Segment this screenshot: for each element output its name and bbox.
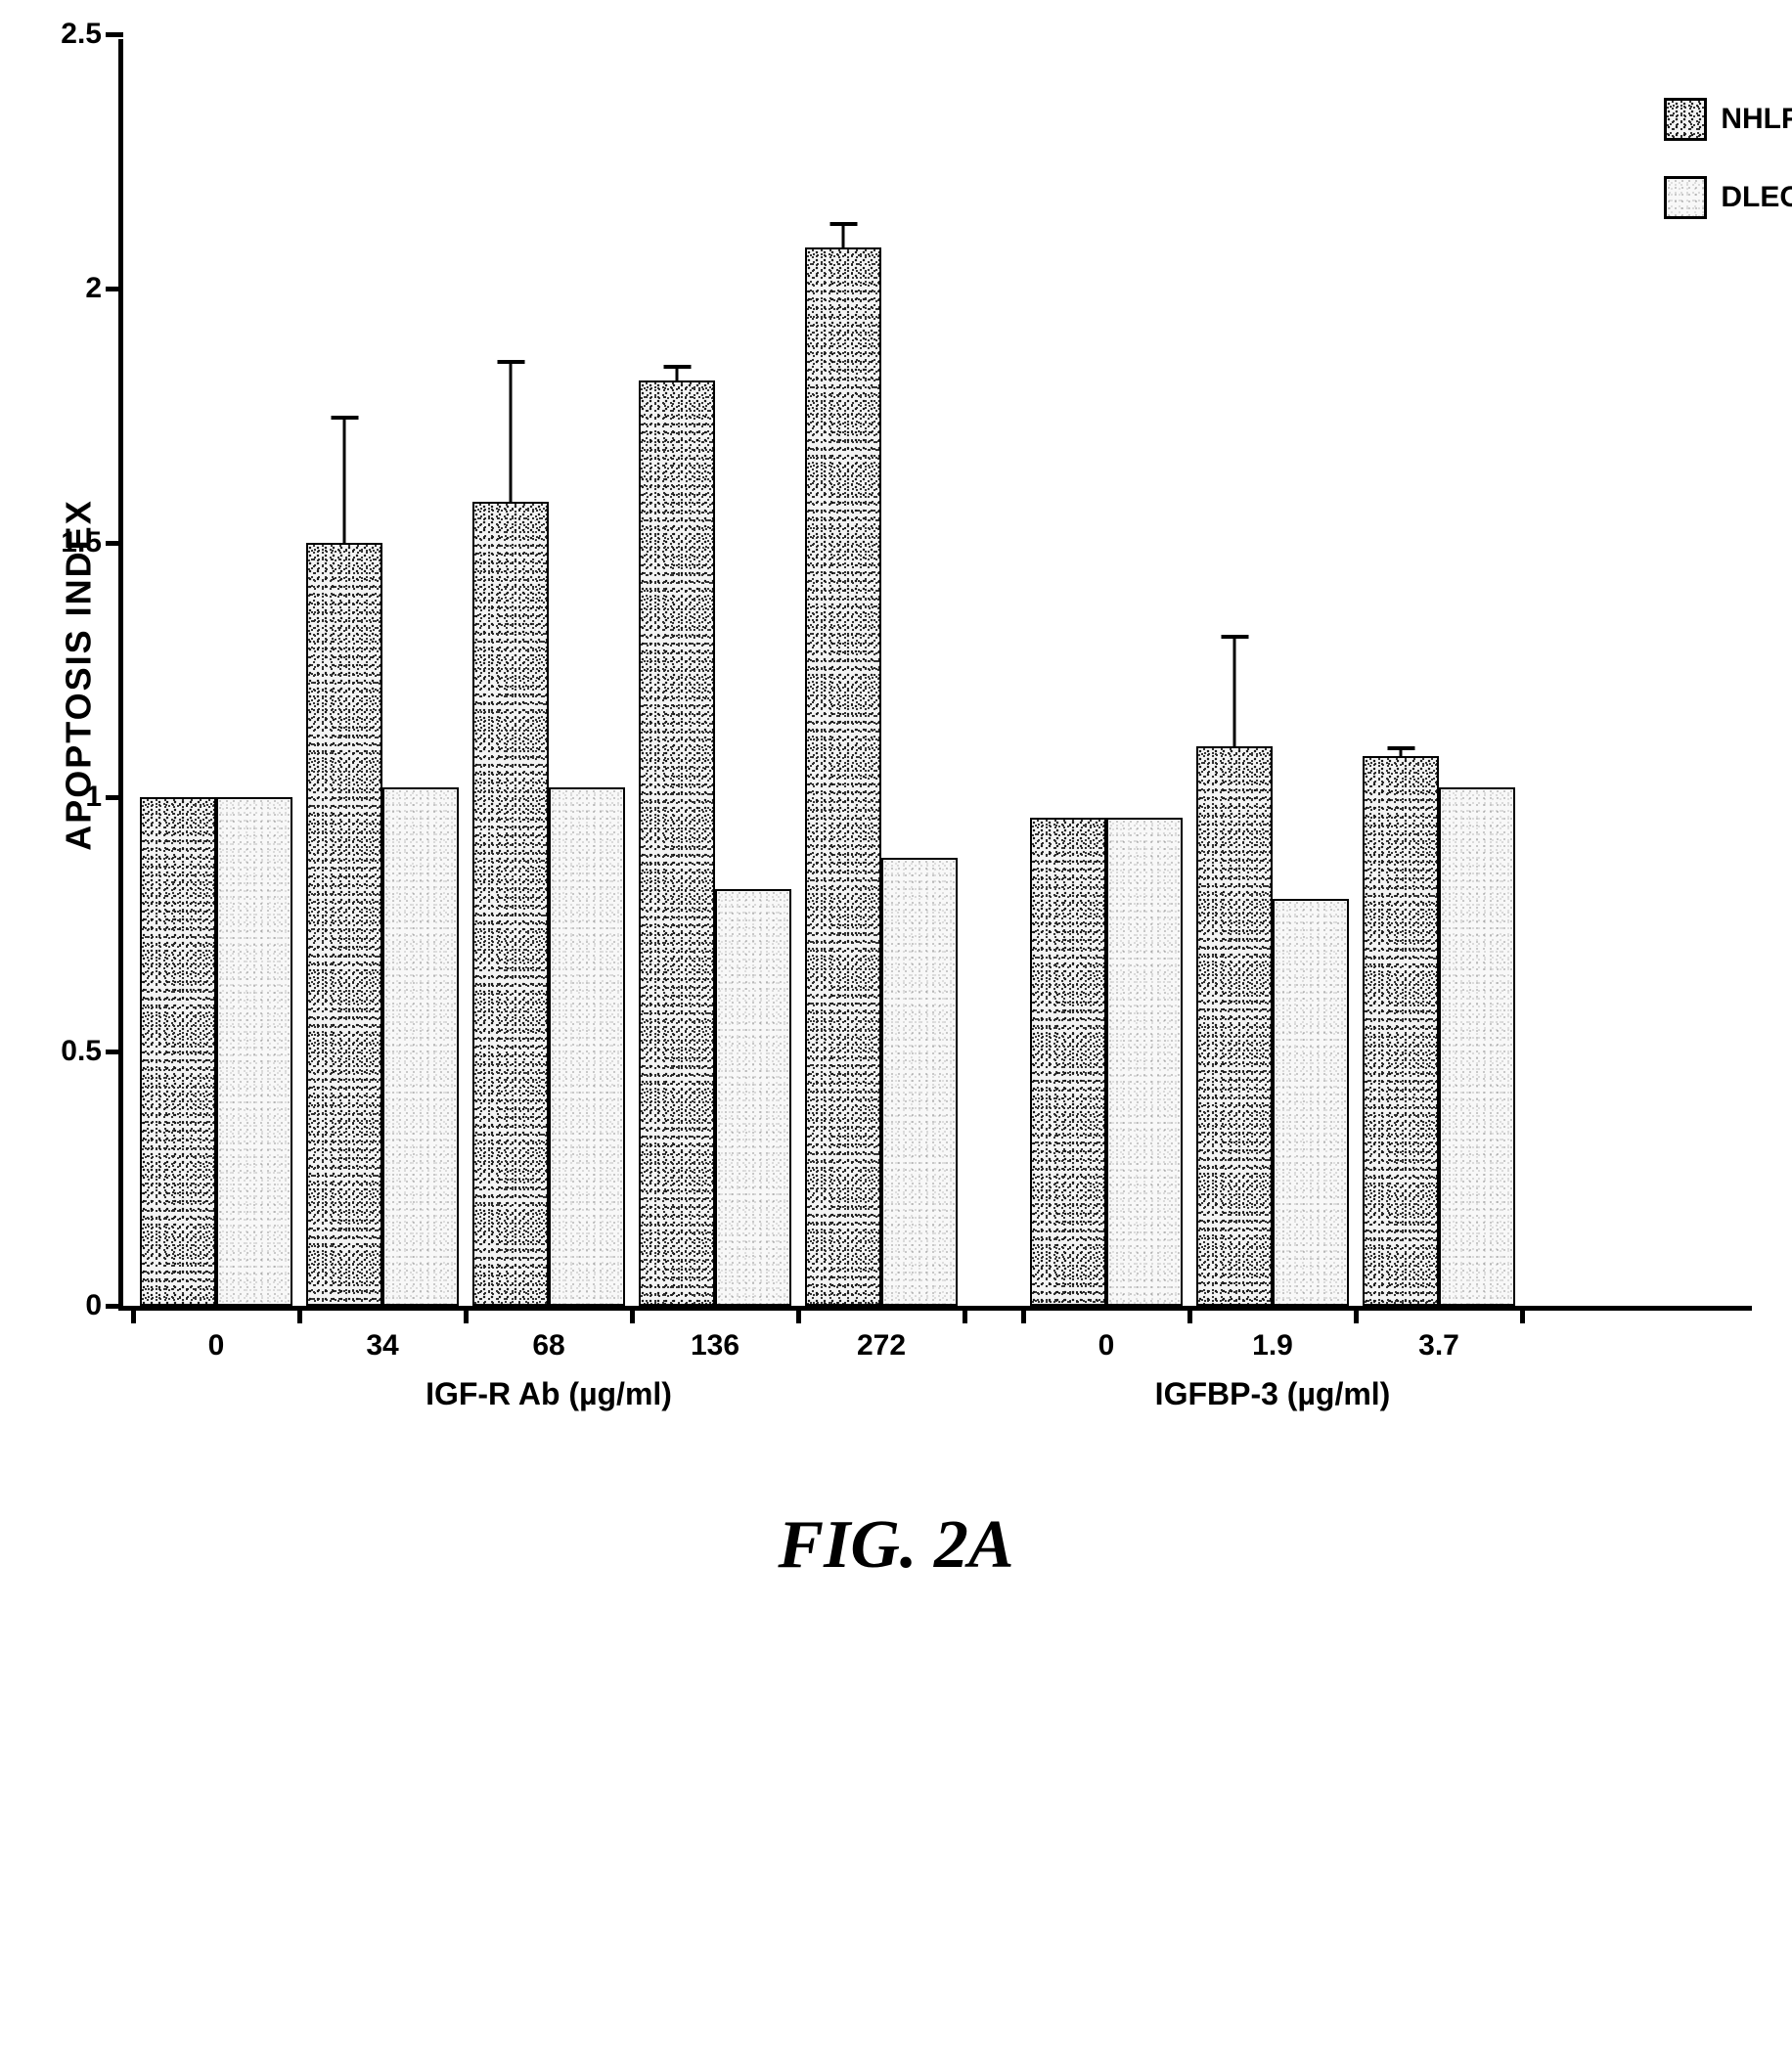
bar-nhlf <box>805 247 881 1306</box>
error-bar <box>842 224 845 249</box>
bar-dlec <box>1273 899 1349 1306</box>
y-tick-label: 1.5 <box>61 526 123 559</box>
x-tick-mark <box>297 1306 302 1323</box>
x-tick-label: 3.7 <box>1418 1329 1459 1363</box>
x-tick-mark <box>464 1306 469 1323</box>
bar-dlec <box>1106 818 1183 1306</box>
chart-area: APOPTOSIS INDEX 00.511.522.503468136272I… <box>40 39 1752 1311</box>
x-tick-label: 0 <box>1098 1329 1115 1363</box>
error-bar <box>510 362 513 505</box>
x-tick-mark <box>1021 1306 1026 1323</box>
chart-container: NHLF DLEC APOPTOSIS INDEX 00.511.522.503… <box>40 39 1752 1585</box>
x-tick-label: 34 <box>366 1329 398 1363</box>
bar-nhlf <box>1196 746 1273 1306</box>
error-bar <box>343 418 346 545</box>
bar-dlec <box>549 787 625 1306</box>
y-tick-label: 2.5 <box>61 18 123 51</box>
y-tick-label: 2 <box>85 272 123 305</box>
segment-label: IGF-R Ab (µg/ml) <box>426 1376 672 1412</box>
bar-dlec <box>1439 787 1515 1306</box>
segment-label: IGFBP-3 (µg/ml) <box>1155 1376 1391 1412</box>
y-tick-label: 0.5 <box>61 1035 123 1068</box>
error-bar <box>676 367 679 382</box>
x-tick-mark <box>963 1306 967 1323</box>
x-tick-mark <box>1354 1306 1359 1323</box>
plot-area: 00.511.522.503468136272IGF-R Ab (µg/ml)0… <box>118 39 1752 1311</box>
x-tick-label: 68 <box>532 1329 564 1363</box>
x-tick-label: 272 <box>857 1329 906 1363</box>
x-tick-mark <box>131 1306 136 1323</box>
bar-nhlf <box>1030 818 1106 1306</box>
y-axis-label-column: APOPTOSIS INDEX <box>40 39 118 1311</box>
bar-nhlf <box>639 380 715 1306</box>
y-tick-label: 1 <box>85 781 123 814</box>
x-tick-mark <box>630 1306 635 1323</box>
bar-dlec <box>715 889 791 1306</box>
bar-nhlf <box>1363 756 1439 1306</box>
x-tick-label: 136 <box>691 1329 739 1363</box>
bar-dlec <box>216 797 292 1306</box>
error-bar <box>1233 637 1236 748</box>
x-tick-label: 1.9 <box>1252 1329 1293 1363</box>
x-tick-mark <box>796 1306 801 1323</box>
y-tick-label: 0 <box>85 1289 123 1322</box>
figure-label: FIG. 2A <box>40 1506 1752 1585</box>
error-bar <box>1400 748 1403 758</box>
x-tick-mark <box>1187 1306 1192 1323</box>
bar-nhlf <box>140 797 216 1306</box>
bar-nhlf <box>306 543 382 1306</box>
x-tick-label: 0 <box>208 1329 225 1363</box>
bar-nhlf <box>472 502 549 1306</box>
x-tick-mark <box>1520 1306 1525 1323</box>
bar-dlec <box>382 787 459 1306</box>
bar-dlec <box>881 858 958 1306</box>
